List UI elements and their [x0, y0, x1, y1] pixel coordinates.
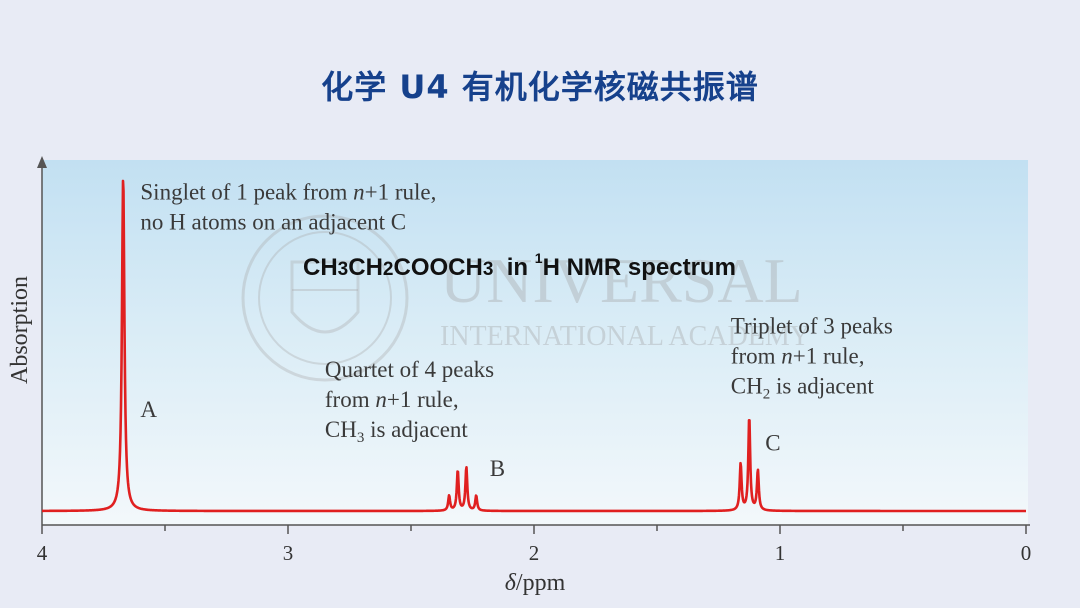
axes [37, 156, 1030, 526]
spectrum-line [41, 179, 1027, 513]
annotation-singlet: Singlet of 1 peak from n+1 rule, no H ato… [140, 179, 436, 234]
x-ticks: 4 3 2 1 0 [37, 525, 1032, 565]
peak-label-C: C [765, 431, 780, 456]
y-axis-label: Absorption [7, 276, 33, 384]
watermark-line2: INTERNATIONAL ACADEMY [440, 321, 810, 352]
annotation-quartet: Quartet of 4 peaks from n+1 rule, CH3 is a… [325, 357, 494, 446]
x-tick-label: 1 [775, 541, 786, 565]
peak-label-A: A [140, 397, 157, 422]
annotation-triplet: Triplet of 3 peaks from n+1 rule, CH2 is a… [731, 313, 893, 402]
peak-label-B: B [490, 456, 505, 481]
watermark-line1: UNIVERSAL [440, 245, 803, 316]
annotations: Singlet of 1 peak from n+1 rule, no H ato… [140, 179, 893, 446]
chart-title: CH3CH2COOCH3 in 1H NMR spectrum [303, 250, 736, 281]
x-tick-label: 4 [37, 541, 48, 565]
page-title: 化学 U4 有机化学核磁共振谱 [321, 68, 759, 106]
watermark-logo: UNIVERSAL INTERNATIONAL ACADEMY [241, 214, 810, 382]
peak-labels: A B C [140, 397, 780, 481]
x-tick-label: 2 [529, 541, 540, 565]
plot-background [42, 160, 1028, 525]
x-tick-label: 3 [283, 541, 294, 565]
x-tick-label: 0 [1021, 541, 1032, 565]
x-axis-label: δ/ppm [505, 570, 566, 596]
y-axis-arrow [37, 156, 47, 168]
